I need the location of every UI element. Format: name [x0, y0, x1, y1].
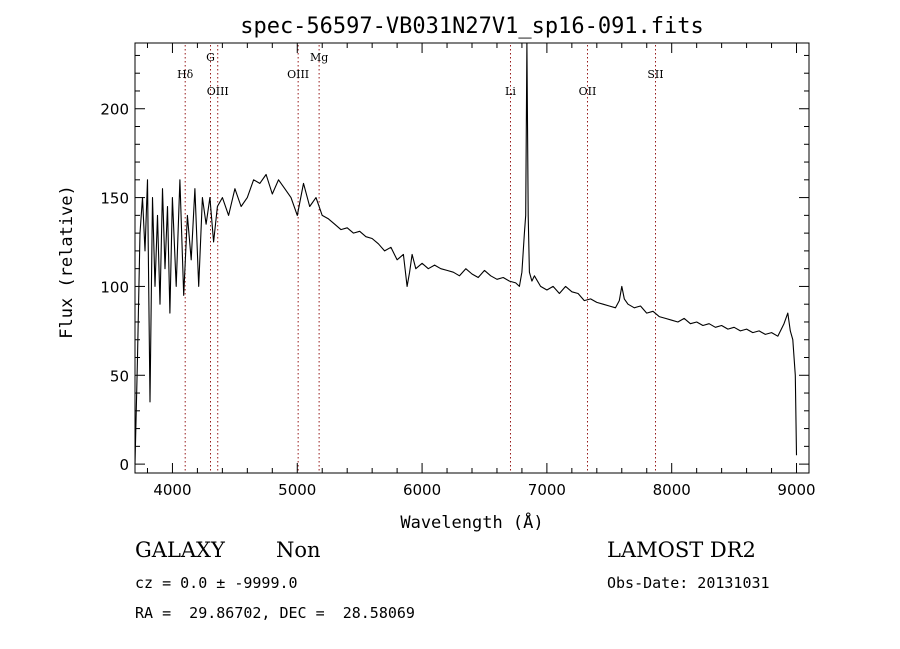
x-tick-label: 7000: [528, 481, 566, 499]
y-tick-label: 0: [119, 456, 129, 474]
survey-name: LAMOST DR2: [607, 538, 756, 562]
chart-title: spec-56597-VB031N27V1_sp16-091.fits: [240, 14, 704, 39]
line-label-6: OII: [579, 85, 597, 98]
redshift-value: cz = 0.0 ± -9999.0: [135, 574, 298, 592]
spectral-line-markers: [184, 45, 656, 473]
line-label-0: Hδ: [177, 68, 194, 81]
line-label-1: G: [206, 51, 215, 64]
x-axis-label: Wavelength (Å): [400, 511, 543, 533]
y-tick-label: 100: [100, 278, 129, 296]
line-label-2: OIII: [207, 85, 229, 98]
line-label-5: Li: [505, 85, 516, 98]
x-tick-label: 5000: [278, 481, 316, 499]
y-axis-label: Flux (relative): [57, 185, 77, 339]
line-label-7: SII: [647, 68, 663, 81]
x-tick-label: 4000: [153, 481, 191, 499]
x-axis-ticks: 4000 5000 6000 7000 8000 9000: [146, 43, 816, 499]
y-tick-label: 150: [100, 190, 129, 208]
coordinates: RA = 29.86702, DEC = 28.58069: [135, 604, 415, 622]
object-subclass: Non: [276, 538, 321, 562]
x-tick-label: 9000: [777, 481, 815, 499]
x-tick-label: 6000: [403, 481, 441, 499]
object-class: GALAXY: [135, 538, 225, 562]
y-tick-label: 200: [100, 101, 129, 119]
line-label-3: OIII: [287, 68, 309, 81]
observation-date: Obs-Date: 20131031: [607, 574, 770, 592]
line-label-4: Mg: [310, 51, 328, 64]
x-tick-label: 8000: [653, 481, 691, 499]
y-axis-ticks: 0 50 100 150 200: [100, 54, 809, 474]
spectrum-line: [134, 42, 798, 465]
y-tick-label: 50: [110, 367, 129, 385]
